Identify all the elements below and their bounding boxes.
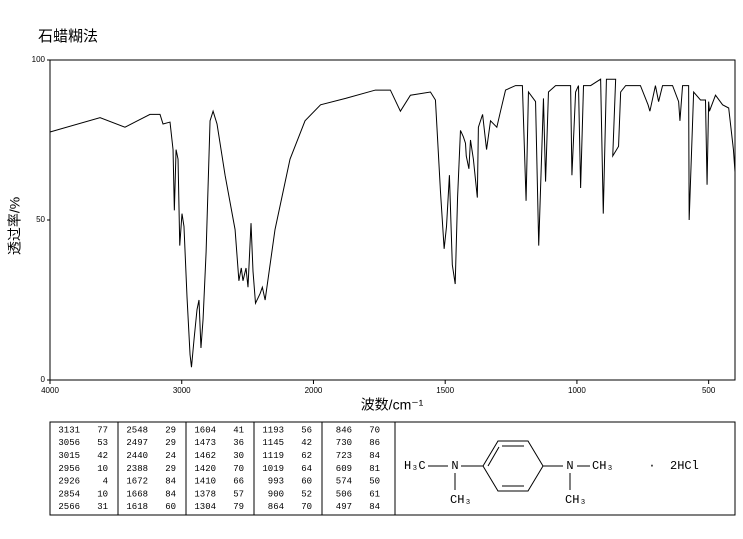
peak-wavenumber: 1473	[194, 438, 216, 448]
peak-wavenumber: 730	[336, 438, 352, 448]
x-tick-label: 1000	[568, 386, 586, 395]
peak-transmittance: 62	[301, 451, 312, 461]
peak-transmittance: 61	[369, 489, 380, 499]
peak-transmittance: 70	[369, 425, 380, 435]
peak-wavenumber: 1019	[262, 464, 284, 474]
peak-wavenumber: 864	[268, 502, 284, 512]
peak-transmittance: 4	[103, 477, 108, 487]
peak-wavenumber: 3131	[58, 425, 80, 435]
title: 石蜡糊法	[38, 28, 98, 45]
x-tick-label: 1500	[436, 386, 454, 395]
peak-table	[49, 421, 736, 516]
atom-label: CH₃	[450, 493, 472, 507]
peak-wavenumber: 900	[268, 489, 284, 499]
peak-transmittance: 41	[233, 425, 244, 435]
peak-transmittance: 24	[165, 451, 176, 461]
x-axis-label: 波数/cm⁻¹	[361, 397, 424, 413]
peak-wavenumber: 2497	[126, 438, 148, 448]
double-bond	[487, 446, 500, 467]
peak-transmittance: 60	[301, 477, 312, 487]
peak-transmittance: 53	[97, 438, 108, 448]
spectrum-line	[49, 78, 736, 368]
peak-wavenumber: 3056	[58, 438, 80, 448]
peak-wavenumber: 1618	[126, 502, 148, 512]
peak-transmittance: 29	[165, 438, 176, 448]
peak-transmittance: 42	[97, 451, 108, 461]
x-tick-label: 500	[702, 386, 716, 395]
peak-transmittance: 56	[301, 425, 312, 435]
peak-transmittance: 64	[301, 464, 312, 474]
peak-wavenumber: 2926	[58, 477, 80, 487]
peak-wavenumber: 1304	[194, 502, 216, 512]
peak-transmittance: 52	[301, 489, 312, 499]
peak-transmittance: 84	[369, 502, 380, 512]
peak-transmittance: 79	[233, 502, 244, 512]
peak-transmittance: 60	[165, 502, 176, 512]
atom-label: H₃C	[404, 459, 426, 473]
peak-transmittance: 57	[233, 489, 244, 499]
peak-wavenumber: 2440	[126, 451, 148, 461]
atom-label: CH₃	[565, 493, 587, 507]
peak-wavenumber: 2566	[58, 502, 80, 512]
peak-wavenumber: 1604	[194, 425, 216, 435]
peak-transmittance: 81	[369, 464, 380, 474]
peak-transmittance: 30	[233, 451, 244, 461]
x-tick-label: 3000	[173, 386, 191, 395]
salt-dot: ·	[648, 459, 655, 473]
y-tick-label: 50	[36, 215, 45, 224]
peak-wavenumber: 506	[336, 489, 352, 499]
peak-transmittance: 77	[97, 425, 108, 435]
peak-wavenumber: 1193	[262, 425, 284, 435]
x-tick-label: 4000	[41, 386, 59, 395]
peak-wavenumber: 1462	[194, 451, 216, 461]
peak-wavenumber: 497	[336, 502, 352, 512]
peak-wavenumber: 1145	[262, 438, 284, 448]
peak-wavenumber: 1420	[194, 464, 216, 474]
peak-transmittance: 70	[233, 464, 244, 474]
peak-transmittance: 29	[165, 464, 176, 474]
peak-transmittance: 10	[97, 464, 108, 474]
peak-wavenumber: 1672	[126, 477, 148, 487]
peak-wavenumber: 2956	[58, 464, 80, 474]
peak-transmittance: 42	[301, 438, 312, 448]
peak-wavenumber: 723	[336, 451, 352, 461]
y-tick-label: 0	[41, 375, 46, 384]
peak-transmittance: 29	[165, 425, 176, 435]
peak-wavenumber: 1410	[194, 477, 216, 487]
atom-label: N	[566, 459, 573, 473]
peak-transmittance: 36	[233, 438, 244, 448]
peak-wavenumber: 574	[336, 477, 352, 487]
atom-label: CH₃	[592, 459, 614, 473]
peak-wavenumber: 1668	[126, 489, 148, 499]
peak-transmittance: 86	[369, 438, 380, 448]
peak-wavenumber: 3015	[58, 451, 80, 461]
peak-transmittance: 84	[369, 451, 380, 461]
x-tick-label: 2000	[305, 386, 323, 395]
peak-wavenumber: 2854	[58, 489, 80, 499]
salt-label: 2HCl	[670, 459, 699, 473]
atom-label: N	[451, 459, 458, 473]
peak-transmittance: 66	[233, 477, 244, 487]
benzene-ring	[482, 440, 544, 492]
table-frame	[49, 421, 736, 516]
peak-wavenumber: 2548	[126, 425, 148, 435]
peak-wavenumber: 993	[268, 477, 284, 487]
structure	[428, 440, 590, 492]
peak-transmittance: 84	[165, 477, 176, 487]
peak-transmittance: 84	[165, 489, 176, 499]
peak-wavenumber: 1378	[194, 489, 216, 499]
peak-transmittance: 50	[369, 477, 380, 487]
peak-transmittance: 31	[97, 502, 108, 512]
peak-transmittance: 70	[301, 502, 312, 512]
plot-frame	[49, 59, 736, 381]
y-axis-label: 透过率/%	[7, 197, 23, 255]
peak-wavenumber: 846	[336, 425, 352, 435]
peak-wavenumber: 1119	[262, 451, 284, 461]
y-tick-label: 100	[32, 55, 46, 64]
peak-transmittance: 10	[97, 489, 108, 499]
peak-wavenumber: 609	[336, 464, 352, 474]
peak-wavenumber: 2388	[126, 464, 148, 474]
